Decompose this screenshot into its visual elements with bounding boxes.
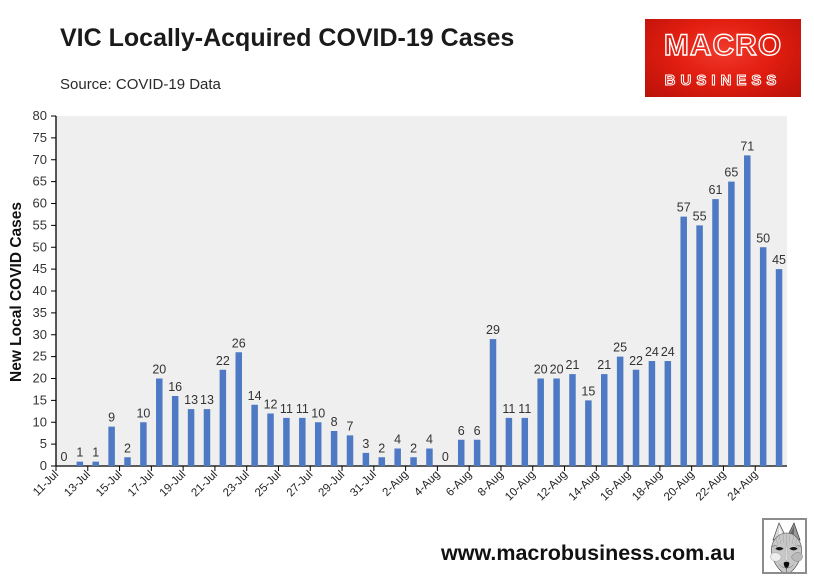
svg-text:22-Aug: 22-Aug xyxy=(694,469,729,504)
svg-text:20-Aug: 20-Aug xyxy=(662,469,697,504)
svg-text:20: 20 xyxy=(550,363,564,377)
svg-text:13-Jul: 13-Jul xyxy=(62,469,93,500)
svg-text:40: 40 xyxy=(33,283,47,298)
svg-text:24-Aug: 24-Aug xyxy=(726,469,761,504)
svg-text:23-Jul: 23-Jul xyxy=(221,469,252,500)
svg-text:18-Aug: 18-Aug xyxy=(630,469,665,504)
svg-text:6: 6 xyxy=(458,424,465,438)
svg-text:3: 3 xyxy=(362,437,369,451)
svg-text:14-Aug: 14-Aug xyxy=(567,469,602,504)
svg-text:27-Jul: 27-Jul xyxy=(285,469,316,500)
svg-text:71: 71 xyxy=(740,139,754,153)
svg-text:21: 21 xyxy=(566,358,580,372)
svg-text:8-Aug: 8-Aug xyxy=(476,469,506,499)
svg-text:24: 24 xyxy=(645,345,659,359)
svg-text:0: 0 xyxy=(442,450,449,464)
svg-text:20: 20 xyxy=(534,363,548,377)
svg-text:16-Aug: 16-Aug xyxy=(598,469,633,504)
svg-text:80: 80 xyxy=(33,108,47,123)
svg-text:0: 0 xyxy=(40,458,47,473)
svg-text:55: 55 xyxy=(33,217,47,232)
svg-text:17-Jul: 17-Jul xyxy=(126,469,157,500)
svg-text:4: 4 xyxy=(426,433,433,447)
svg-text:26: 26 xyxy=(232,336,246,350)
svg-text:15-Jul: 15-Jul xyxy=(94,469,125,500)
svg-text:15: 15 xyxy=(33,392,47,407)
svg-text:10-Aug: 10-Aug xyxy=(503,469,538,504)
svg-text:1: 1 xyxy=(76,446,83,460)
svg-text:2: 2 xyxy=(378,441,385,455)
svg-text:1: 1 xyxy=(92,446,99,460)
svg-text:2: 2 xyxy=(410,441,417,455)
svg-text:21-Jul: 21-Jul xyxy=(189,469,220,500)
svg-text:4-Aug: 4-Aug xyxy=(412,469,442,499)
svg-text:31-Jul: 31-Jul xyxy=(348,469,379,500)
svg-text:11: 11 xyxy=(518,402,531,416)
svg-text:10: 10 xyxy=(136,406,150,420)
svg-text:11: 11 xyxy=(502,402,515,416)
svg-text:29-Jul: 29-Jul xyxy=(317,469,348,500)
svg-text:13: 13 xyxy=(200,393,214,407)
svg-text:60: 60 xyxy=(33,196,47,211)
svg-text:57: 57 xyxy=(677,201,691,215)
svg-text:4: 4 xyxy=(394,433,401,447)
svg-text:0: 0 xyxy=(60,450,67,464)
svg-text:45: 45 xyxy=(33,261,47,276)
svg-text:2-Aug: 2-Aug xyxy=(381,469,411,499)
svg-text:11-Jul: 11-Jul xyxy=(31,469,61,499)
svg-text:2: 2 xyxy=(124,441,131,455)
svg-text:70: 70 xyxy=(33,152,47,167)
svg-text:22: 22 xyxy=(629,354,643,368)
svg-text:6: 6 xyxy=(474,424,481,438)
svg-text:20: 20 xyxy=(152,363,166,377)
svg-text:19-Jul: 19-Jul xyxy=(158,469,189,500)
svg-text:22: 22 xyxy=(216,354,230,368)
svg-text:75: 75 xyxy=(33,130,47,145)
svg-text:11: 11 xyxy=(296,402,309,416)
svg-text:65: 65 xyxy=(33,174,47,189)
svg-text:65: 65 xyxy=(724,166,738,180)
svg-text:29: 29 xyxy=(486,323,500,337)
svg-text:7: 7 xyxy=(347,419,354,433)
svg-text:10: 10 xyxy=(33,414,47,429)
svg-text:9: 9 xyxy=(108,411,115,425)
svg-text:25: 25 xyxy=(613,341,627,355)
svg-text:16: 16 xyxy=(168,380,182,394)
svg-text:55: 55 xyxy=(693,209,707,223)
svg-text:5: 5 xyxy=(40,436,47,451)
svg-text:14: 14 xyxy=(248,389,262,403)
svg-text:20: 20 xyxy=(33,371,47,386)
svg-text:45: 45 xyxy=(772,253,786,267)
svg-text:35: 35 xyxy=(33,305,47,320)
svg-text:30: 30 xyxy=(33,327,47,342)
svg-text:13: 13 xyxy=(184,393,198,407)
svg-text:50: 50 xyxy=(33,239,47,254)
svg-text:12: 12 xyxy=(264,398,278,412)
svg-text:61: 61 xyxy=(709,183,723,197)
svg-text:50: 50 xyxy=(756,231,770,245)
svg-text:11: 11 xyxy=(280,402,293,416)
svg-text:6-Aug: 6-Aug xyxy=(444,469,474,499)
svg-text:10: 10 xyxy=(311,406,325,420)
svg-text:25: 25 xyxy=(33,349,47,364)
svg-text:8: 8 xyxy=(331,415,338,429)
svg-text:21: 21 xyxy=(597,358,611,372)
svg-text:12-Aug: 12-Aug xyxy=(535,469,570,504)
svg-text:15: 15 xyxy=(581,384,595,398)
svg-text:25-Jul: 25-Jul xyxy=(253,469,284,500)
svg-text:24: 24 xyxy=(661,345,675,359)
